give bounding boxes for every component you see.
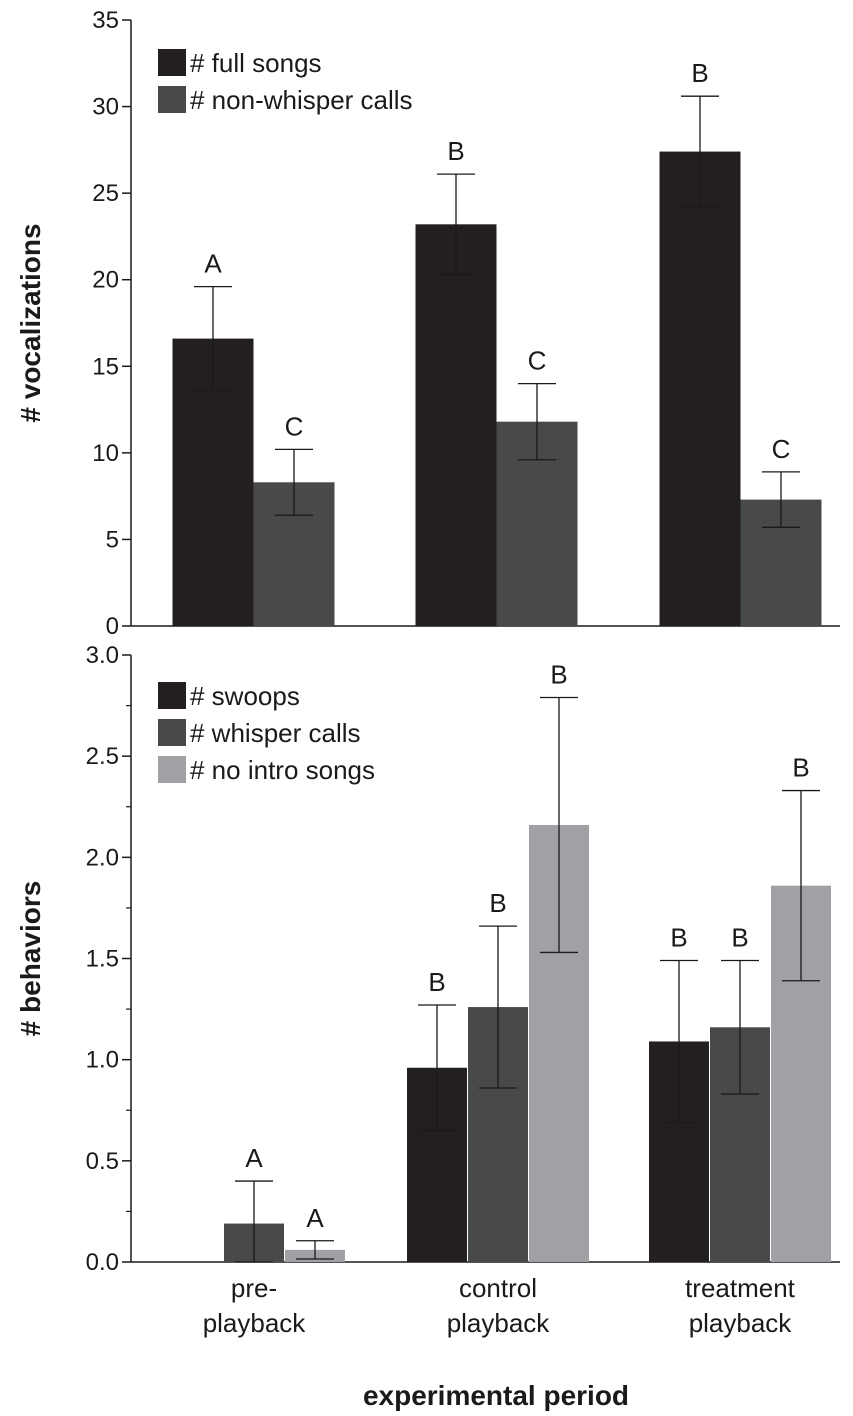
x-category-label: treatment bbox=[685, 1273, 796, 1303]
legend-swatch bbox=[158, 86, 186, 113]
y-tick-label: 25 bbox=[92, 180, 119, 207]
y-tick-label: 5 bbox=[106, 526, 119, 553]
legend-label: # full songs bbox=[190, 48, 322, 78]
significance-label: A bbox=[306, 1203, 324, 1233]
significance-label: B bbox=[792, 753, 809, 783]
x-category-label: playback bbox=[689, 1308, 793, 1338]
y-tick-label: 0.5 bbox=[86, 1148, 119, 1175]
legend-swatch bbox=[158, 682, 186, 709]
y-tick-label: 1.5 bbox=[86, 946, 119, 973]
y-tick-label: 2.5 bbox=[86, 743, 119, 770]
significance-label: B bbox=[447, 136, 464, 166]
y-tick-label: 15 bbox=[92, 353, 119, 380]
bar bbox=[415, 224, 497, 626]
behaviors-panel: 0.0 0.5 1.0 1.5 2.0 2.5 3.0 # behaviors B B A B B A B B… bbox=[15, 642, 840, 1338]
legend-label: # no intro songs bbox=[190, 755, 375, 785]
significance-label: B bbox=[691, 58, 708, 88]
legend-swatch bbox=[158, 719, 186, 746]
significance-label: C bbox=[528, 346, 547, 376]
x-category-label: pre- bbox=[231, 1273, 277, 1303]
legend-swatch bbox=[158, 756, 186, 783]
y-tick-label: 30 bbox=[92, 94, 119, 121]
y-tick-label: 10 bbox=[92, 440, 119, 467]
legend-label: # whisper calls bbox=[190, 718, 361, 748]
significance-label: C bbox=[772, 434, 791, 464]
significance-label: C bbox=[285, 411, 304, 441]
significance-label: B bbox=[731, 923, 748, 953]
significance-label: B bbox=[550, 659, 567, 689]
x-category-label: playback bbox=[203, 1308, 307, 1338]
legend-label: # non-whisper calls bbox=[190, 85, 413, 115]
legend-label: # swoops bbox=[190, 681, 300, 711]
y-tick-label: 20 bbox=[92, 267, 119, 294]
y-tick-label: 0 bbox=[106, 613, 119, 640]
significance-label: B bbox=[489, 888, 506, 918]
y-tick-label: 2.0 bbox=[86, 844, 119, 871]
significance-label: B bbox=[670, 923, 687, 953]
y-tick-label: 3.0 bbox=[86, 642, 119, 669]
vocalizations-panel: 0 5 10 15 20 25 30 35 # vocalizations A B B C C C # ful… bbox=[15, 7, 840, 640]
y-tick-label: 1.0 bbox=[86, 1047, 119, 1074]
legend-swatch bbox=[158, 49, 186, 76]
y-axis-title: # behaviors bbox=[15, 881, 46, 1037]
y-axis-title: # vocalizations bbox=[15, 223, 46, 422]
significance-label: A bbox=[245, 1143, 263, 1173]
y-tick-label: 0.0 bbox=[86, 1249, 119, 1276]
significance-label: B bbox=[428, 967, 445, 997]
y-tick-label: 35 bbox=[92, 7, 119, 34]
x-axis-title: experimental period bbox=[363, 1380, 629, 1411]
x-category-label: control bbox=[459, 1273, 537, 1303]
significance-label: A bbox=[204, 249, 222, 279]
bar bbox=[659, 151, 741, 627]
x-category-label: playback bbox=[447, 1308, 551, 1338]
